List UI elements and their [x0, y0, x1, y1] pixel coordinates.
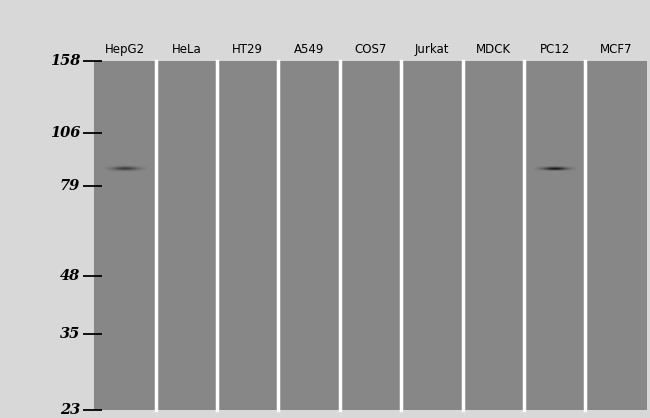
Text: 79: 79 [60, 179, 80, 193]
Text: HT29: HT29 [232, 43, 263, 56]
Bar [216, 61, 218, 410]
Text: COS7: COS7 [354, 43, 387, 56]
Text: HeLa: HeLa [172, 43, 202, 56]
Text: 35: 35 [60, 326, 80, 341]
Text: MCF7: MCF7 [600, 43, 632, 56]
Text: PC12: PC12 [540, 43, 570, 56]
Bar [155, 61, 157, 410]
Bar [585, 61, 587, 410]
Text: A549: A549 [294, 43, 324, 56]
Text: MDCK: MDCK [476, 43, 511, 56]
Bar [400, 61, 403, 410]
Text: HepG2: HepG2 [105, 43, 145, 56]
Text: 158: 158 [49, 54, 80, 68]
Text: Jurkat: Jurkat [415, 43, 449, 56]
Bar [278, 61, 280, 410]
Bar [523, 61, 526, 410]
Text: 23: 23 [60, 403, 80, 417]
Bar [462, 61, 464, 410]
Bar [339, 61, 341, 410]
Text: 48: 48 [60, 269, 80, 283]
Text: 106: 106 [49, 126, 80, 140]
Bar [94, 61, 647, 410]
